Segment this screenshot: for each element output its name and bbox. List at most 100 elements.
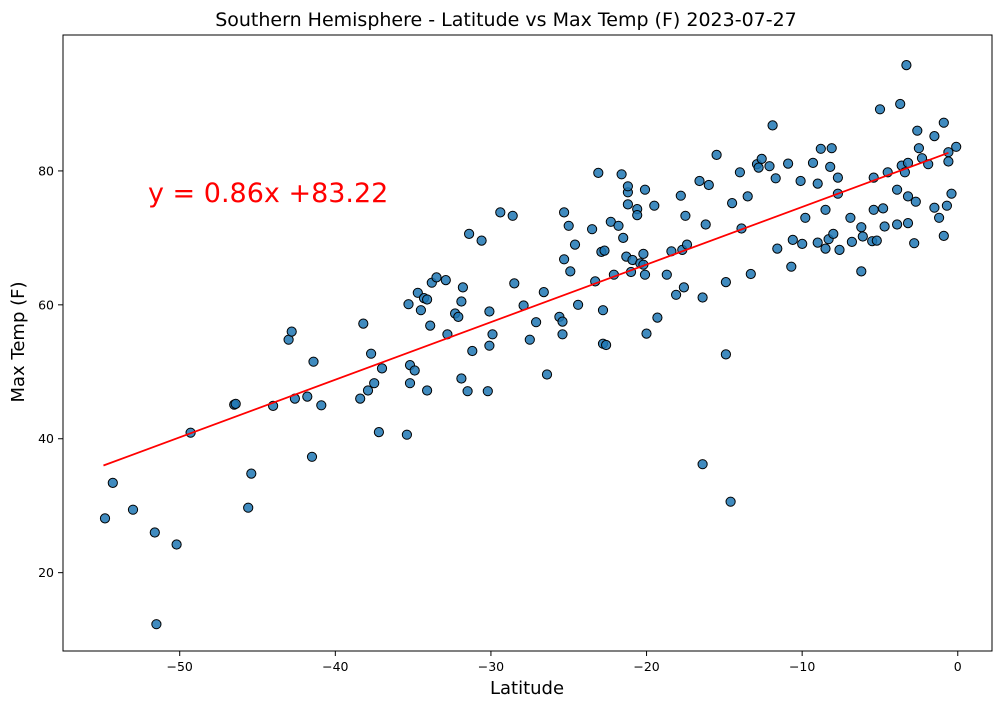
data-point	[151, 619, 162, 630]
data-point	[661, 269, 672, 280]
data-point	[573, 299, 584, 310]
data-point	[415, 305, 426, 316]
data-point	[913, 143, 925, 154]
data-point	[409, 365, 420, 376]
y-tick-label: 40	[38, 431, 54, 446]
data-point	[495, 207, 506, 218]
data-point	[912, 125, 923, 136]
data-point	[316, 400, 327, 411]
data-point	[856, 222, 867, 233]
data-point	[941, 200, 953, 211]
data-point	[487, 329, 498, 340]
data-point	[171, 539, 182, 550]
data-point	[587, 224, 598, 235]
data-point	[812, 237, 823, 248]
data-point	[401, 429, 412, 440]
data-point	[431, 272, 442, 283]
data-point	[641, 328, 652, 339]
data-point	[946, 188, 957, 199]
regression-line	[103, 151, 949, 467]
data-point	[306, 451, 318, 462]
data-point	[484, 306, 495, 317]
data-point	[230, 398, 241, 409]
data-point	[524, 334, 535, 345]
data-point	[786, 261, 797, 272]
data-point	[622, 181, 634, 192]
data-point	[453, 311, 464, 322]
y-tick-label: 20	[38, 565, 54, 580]
plot-frame	[62, 34, 993, 652]
data-point	[902, 218, 914, 229]
data-point	[756, 153, 767, 164]
data-point	[601, 339, 612, 351]
data-point	[507, 210, 518, 221]
data-point	[720, 349, 732, 360]
data-point	[358, 318, 369, 329]
data-point	[929, 131, 940, 142]
data-point	[892, 219, 903, 230]
data-point	[557, 329, 568, 340]
data-point	[742, 191, 753, 202]
data-point	[753, 162, 764, 173]
data-point	[355, 393, 366, 404]
y-tick-label: 80	[38, 163, 54, 178]
data-point	[909, 238, 920, 249]
x-tick-label: 0	[954, 659, 962, 674]
data-point	[680, 210, 691, 221]
data-point	[467, 345, 478, 357]
x-tick-label: −10	[789, 659, 815, 674]
data-point	[404, 378, 416, 389]
data-point	[879, 221, 890, 232]
data-point	[845, 212, 856, 223]
y-tick-label: 60	[38, 297, 54, 312]
data-point	[678, 282, 690, 293]
data-point	[622, 199, 634, 210]
data-point	[107, 477, 118, 488]
data-point	[895, 98, 906, 110]
data-point	[910, 196, 921, 207]
data-point	[593, 167, 604, 178]
data-point	[99, 513, 111, 524]
data-point	[456, 373, 467, 384]
data-point	[638, 248, 649, 259]
data-point	[825, 161, 836, 172]
data-point	[711, 149, 722, 160]
data-point	[597, 305, 609, 316]
data-point	[828, 228, 839, 239]
x-tick-label: −20	[633, 659, 659, 674]
data-point	[456, 296, 467, 307]
data-point	[826, 143, 837, 154]
data-point	[671, 289, 682, 300]
data-point	[832, 172, 844, 183]
data-point	[632, 210, 643, 221]
data-point	[286, 326, 297, 337]
data-point	[767, 120, 778, 131]
data-point	[871, 235, 882, 246]
data-point	[457, 282, 468, 293]
regression-equation: y = 0.86x +83.22	[148, 178, 388, 209]
data-point	[127, 504, 139, 515]
data-point	[797, 238, 808, 249]
data-point	[149, 527, 160, 538]
data-point	[764, 161, 775, 172]
data-point	[509, 278, 520, 289]
data-point	[373, 427, 384, 438]
data-point	[649, 200, 660, 211]
data-point	[725, 496, 736, 507]
data-point	[422, 294, 433, 305]
data-point	[868, 204, 879, 215]
data-point	[464, 228, 475, 239]
data-point	[484, 340, 495, 351]
data-point	[727, 198, 738, 209]
data-point	[362, 385, 374, 396]
data-point	[531, 317, 542, 328]
data-point	[857, 231, 868, 242]
data-point	[856, 266, 867, 277]
data-point	[440, 275, 451, 286]
data-point	[538, 287, 549, 298]
chart-title: Southern Hemisphere - Latitude vs Max Te…	[215, 9, 797, 31]
data-point	[783, 158, 794, 169]
data-point	[366, 348, 377, 359]
data-point	[482, 386, 493, 397]
data-point	[462, 386, 473, 397]
